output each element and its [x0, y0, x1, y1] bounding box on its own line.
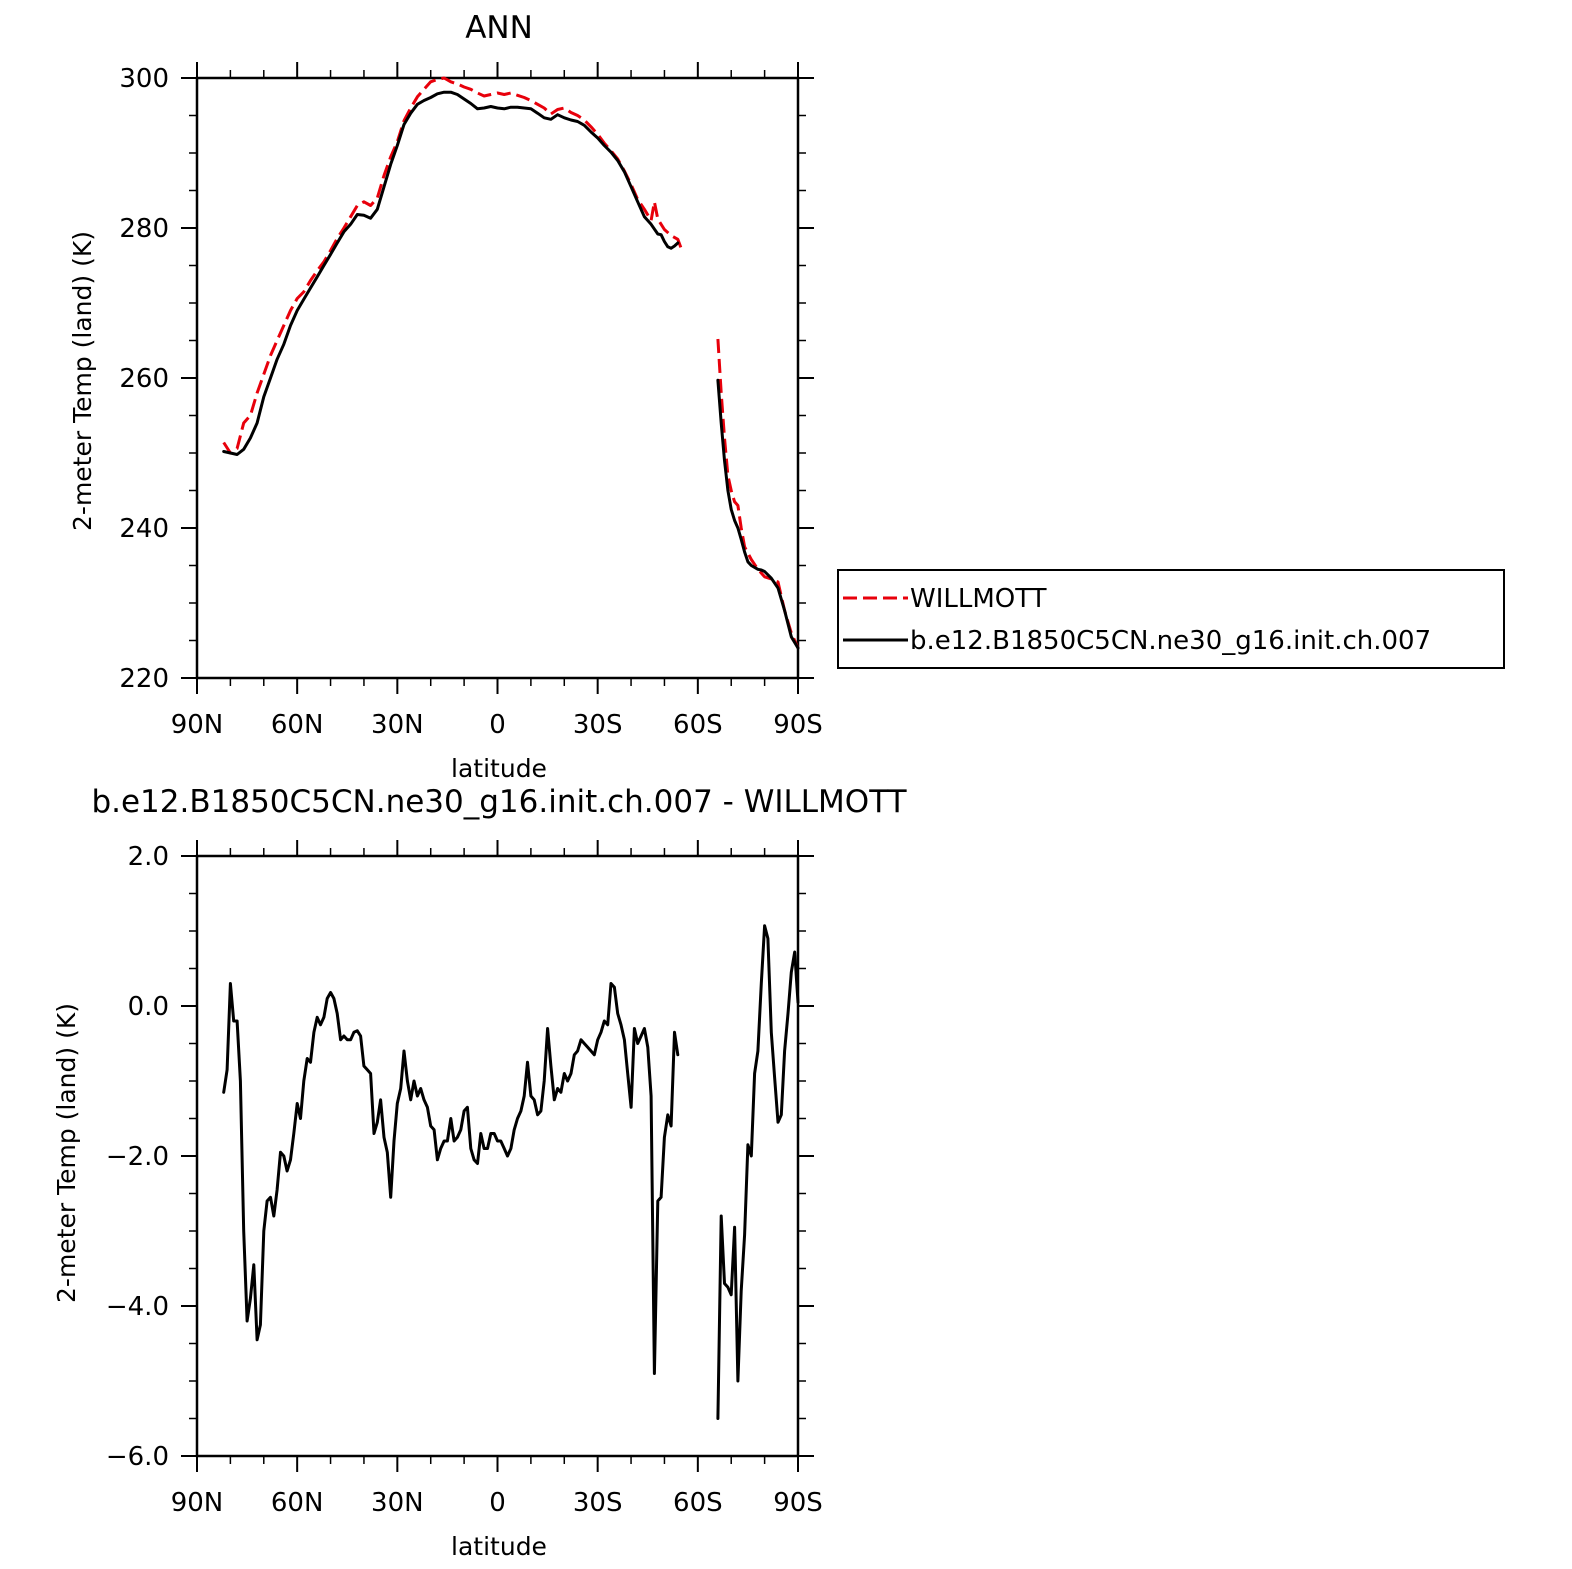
y-tick-label: 240 [119, 514, 169, 544]
series-line-willmott-seg0 [222, 76, 683, 455]
y-tick-label: 280 [119, 214, 169, 244]
y-tick-label: 220 [119, 664, 169, 694]
y-tick-label: −6.0 [106, 1442, 169, 1472]
legend: WILLMOTT b.e12.B1850C5CN.ne30_g16.init.c… [837, 569, 1505, 669]
x-tick-label: 30N [371, 1488, 424, 1518]
plot-frame [195, 76, 800, 680]
series-line-b-e12-b1850c5cn-ne30-g16-init-ch-007-seg0 [222, 90, 680, 456]
panel-top-annual-mean: ANN 2-meter Temp (land) (K) latitude 220… [68, 10, 823, 783]
x-tick-label: 60S [673, 710, 723, 740]
legend-label-model: b.e12.B1850C5CN.ne30_g16.init.ch.007 [910, 626, 1431, 656]
x-tick-label: 90S [773, 710, 823, 740]
chart-title: ANN [465, 10, 533, 46]
plot-area: −6.0 −4.0 −2.0 0.0 2.0 90N 60N 30N 0 30S 60S 90S [106, 840, 823, 1518]
plot-frame [195, 854, 800, 1458]
x-tick-label: 60N [271, 1488, 324, 1518]
legend-box [837, 569, 1505, 669]
x-axis-label: latitude [451, 754, 547, 783]
x-tick-label: 90N [171, 1488, 224, 1518]
x-tick-label: 30S [573, 1488, 623, 1518]
y-axis-label: 2-meter Temp (land) (K) [68, 231, 97, 531]
x-tick-label: 30N [371, 710, 424, 740]
y-tick-label: 300 [119, 64, 169, 94]
y-tick-label: 2.0 [128, 842, 169, 872]
x-axis-label: latitude [451, 1532, 547, 1561]
series-line-b-e12-b1850c5cn-ne30-g16-init-ch-007-seg1 [716, 378, 800, 650]
x-tick-label: 0 [489, 710, 506, 740]
panel-bottom-difference: b.e12.B1850C5CN.ne30_g16.init.ch.007 - W… [52, 784, 908, 1561]
y-tick-label: 0.0 [128, 992, 169, 1022]
y-tick-label: −4.0 [106, 1292, 169, 1322]
legend-label-willmott: WILLMOTT [910, 584, 1047, 614]
x-tick-label: 30S [573, 710, 623, 740]
x-tick-label: 0 [489, 1488, 506, 1518]
x-tick-label: 60S [673, 1488, 723, 1518]
y-tick-label: −2.0 [106, 1142, 169, 1172]
x-tick-label: 90S [773, 1488, 823, 1518]
plot-area: 220 240 260 280 300 90N 60N 30N 0 30S 60S 90S [119, 62, 823, 740]
series-line-difference-seg1 [716, 924, 800, 1420]
chart-title: b.e12.B1850C5CN.ne30_g16.init.ch.007 - W… [91, 784, 907, 820]
x-tick-label: 90N [171, 710, 224, 740]
series-line-difference-seg0 [222, 982, 680, 1375]
x-tick-label: 60N [271, 710, 324, 740]
y-tick-label: 260 [119, 364, 169, 394]
y-axis-label: 2-meter Temp (land) (K) [52, 1003, 81, 1303]
